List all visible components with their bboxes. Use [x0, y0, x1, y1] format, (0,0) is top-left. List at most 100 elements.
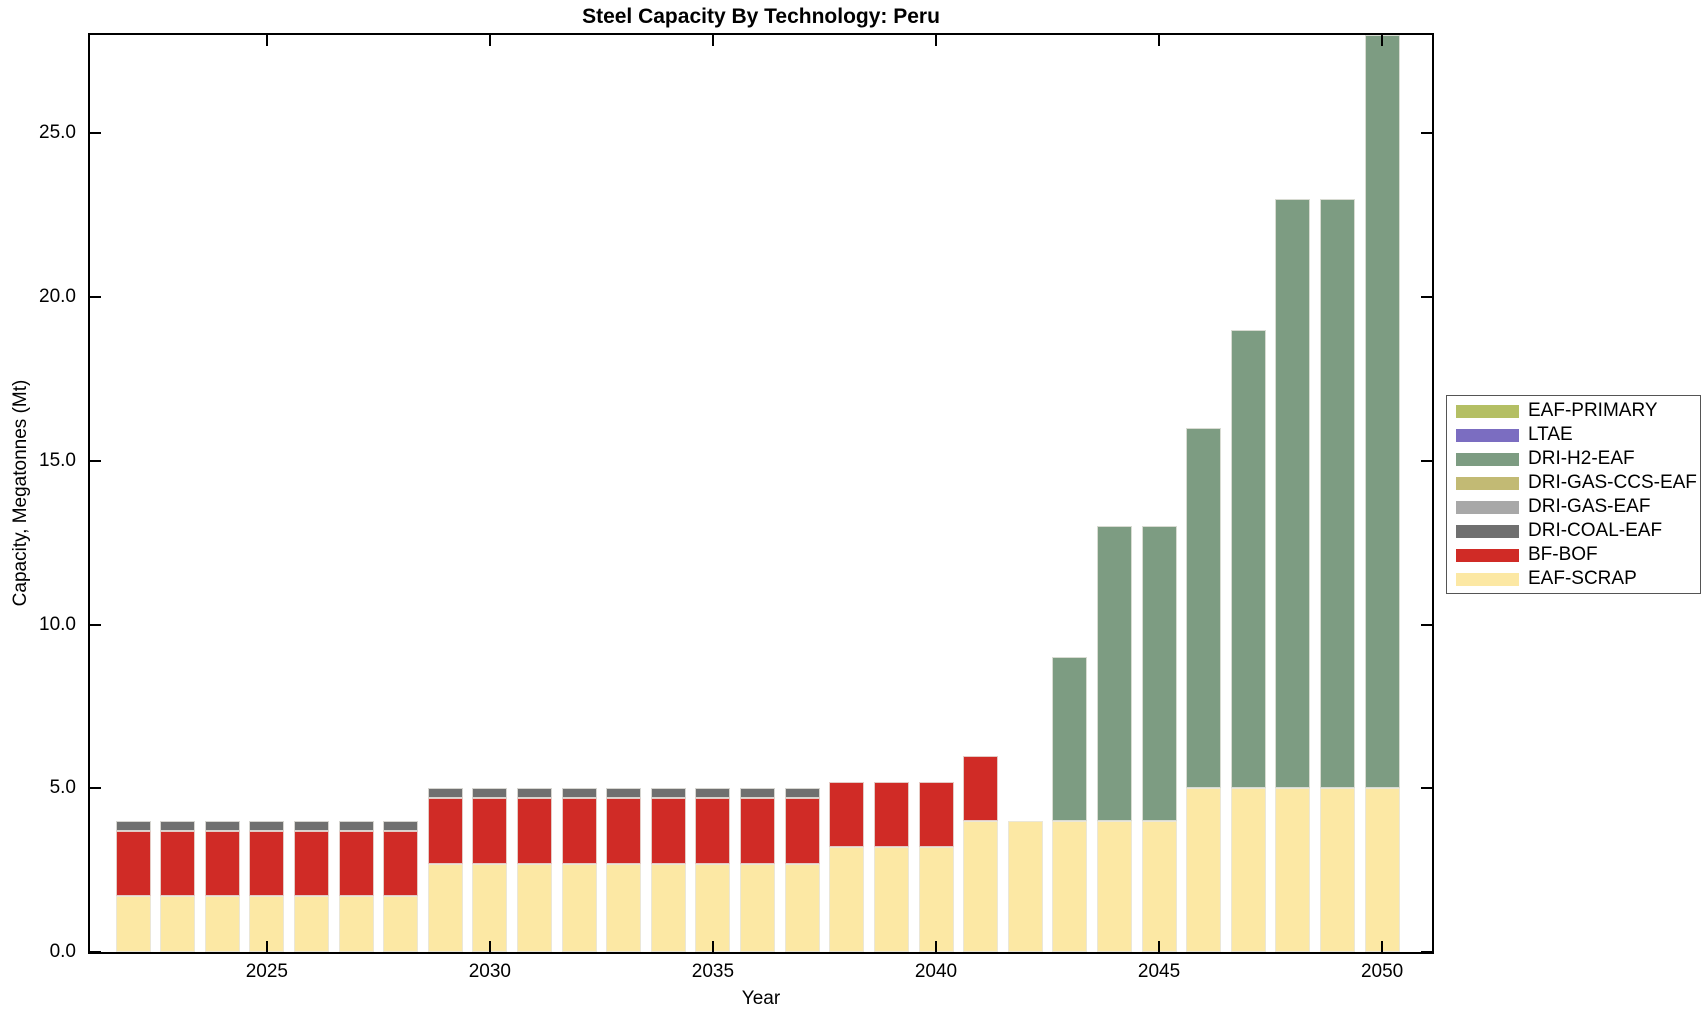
- bar-segment-dri-h2-eaf-2043: [1052, 657, 1088, 821]
- legend-row-bf-bof: BF-BOF: [1456, 543, 1700, 567]
- legend-row-eaf-primary: EAF-PRIMARY: [1456, 399, 1700, 423]
- legend-label: BF-BOF: [1528, 544, 1598, 565]
- y-tick: [90, 132, 101, 135]
- y-tick-label: 20.0: [39, 286, 76, 307]
- y-tick-right: [1421, 623, 1432, 626]
- bar-segment-bf-bof-2028: [383, 830, 419, 897]
- bar-segment-eaf-scrap-2041: [963, 821, 999, 952]
- legend-swatch-bf-bof: [1456, 548, 1519, 562]
- legend-label: DRI-H2-EAF: [1528, 448, 1635, 469]
- legend-swatch-dri-gas-ccs-eaf: [1456, 476, 1519, 490]
- bar-segment-eaf-scrap-2047: [1230, 788, 1266, 952]
- bar-segment-eaf-scrap-2038: [829, 847, 865, 952]
- bar-segment-eaf-scrap-2032: [561, 863, 597, 952]
- legend-swatch-dri-gas-eaf: [1456, 500, 1519, 514]
- bar-segment-eaf-scrap-2022: [115, 896, 151, 952]
- bar-segment-dri-h2-eaf-2046: [1186, 427, 1222, 789]
- bar-segment-dri-coal-eaf-2028: [383, 821, 419, 831]
- y-tick-right: [1421, 787, 1432, 790]
- x-tick: [934, 941, 937, 952]
- bar-segment-bf-bof-2024: [204, 830, 240, 897]
- bar-segment-eaf-scrap-2044: [1096, 821, 1132, 952]
- legend-swatch-eaf-primary: [1456, 404, 1519, 418]
- chart-title: Steel Capacity By Technology: Peru: [582, 5, 940, 28]
- x-tick-label: 2025: [245, 961, 288, 982]
- legend-label: DRI-GAS-CCS-EAF: [1528, 472, 1697, 493]
- bar-segment-eaf-scrap-2037: [784, 863, 820, 952]
- y-tick: [90, 951, 101, 953]
- x-tick-label: 2035: [691, 961, 735, 982]
- bar-segment-dri-h2-eaf-2048: [1275, 198, 1311, 789]
- y-tick-right: [1421, 951, 1432, 953]
- bar-segment-dri-coal-eaf-2025: [249, 821, 285, 831]
- bar-segment-eaf-scrap-2027: [338, 896, 374, 952]
- bar-segment-dri-h2-eaf-2049: [1320, 198, 1355, 789]
- bar-segment-eaf-scrap-2026: [293, 896, 329, 952]
- y-tick: [90, 459, 101, 462]
- bar-segment-bf-bof-2026: [293, 830, 329, 897]
- bar-segment-eaf-scrap-2050: [1364, 788, 1400, 952]
- x-tick: [1381, 941, 1384, 952]
- bar-segment-eaf-scrap-2035: [695, 863, 731, 952]
- legend-row-ltae: LTAE: [1456, 423, 1700, 447]
- legend-row-dri-h2-eaf: DRI-H2-EAF: [1456, 447, 1700, 471]
- x-tick-top: [1381, 35, 1384, 46]
- x-tick: [1158, 941, 1161, 952]
- legend: EAF-PRIMARY LTAE DRI-H2-EAF DRI-GAS-CCS-EAF…: [1446, 395, 1701, 594]
- bar-segment-bf-bof-2033: [606, 798, 642, 864]
- bar-segment-bf-bof-2041: [963, 755, 999, 821]
- legend-swatch-eaf-scrap: [1456, 572, 1519, 586]
- bar-segment-dri-coal-eaf-2029: [427, 788, 463, 799]
- bar-segment-eaf-scrap-2043: [1052, 821, 1088, 952]
- legend-row-dri-gas-eaf: DRI-GAS-EAF: [1456, 495, 1700, 519]
- bar-segment-dri-coal-eaf-2023: [160, 821, 196, 831]
- bar-segment-bf-bof-2036: [740, 798, 775, 864]
- x-tick-top: [1158, 35, 1161, 46]
- bar-segment-eaf-scrap-2042: [1007, 821, 1043, 952]
- bar-segment-dri-coal-eaf-2022: [115, 821, 151, 831]
- bar-segment-eaf-scrap-2033: [606, 863, 642, 952]
- bar-segment-eaf-scrap-2034: [650, 863, 686, 952]
- bar-segment-bf-bof-2029: [427, 798, 463, 864]
- bar-segment-bf-bof-2025: [249, 830, 285, 897]
- y-tick-label: 15.0: [39, 449, 76, 471]
- x-tick-top: [265, 35, 268, 46]
- bar-segment-eaf-scrap-2028: [383, 896, 419, 952]
- legend-swatch-ltae: [1456, 428, 1519, 442]
- bar-segment-dri-coal-eaf-2030: [472, 788, 508, 799]
- x-tick-label: 2030: [468, 961, 512, 982]
- bar-segment-bf-bof-2027: [338, 830, 374, 897]
- legend-swatch-dri-coal-eaf: [1456, 524, 1519, 538]
- bar-segment-eaf-scrap-2024: [204, 896, 240, 952]
- legend-label: EAF-SCRAP: [1528, 568, 1637, 589]
- legend-label: DRI-GAS-EAF: [1528, 496, 1651, 517]
- bar-segment-dri-coal-eaf-2035: [695, 788, 731, 799]
- y-tick-label: 5.0: [49, 777, 76, 799]
- bar-segment-eaf-scrap-2049: [1320, 788, 1355, 952]
- legend-label: LTAE: [1528, 424, 1573, 445]
- x-tick: [265, 941, 268, 952]
- y-tick: [90, 787, 101, 790]
- x-tick-label: 2045: [1137, 961, 1181, 982]
- legend-swatch-dri-h2-eaf: [1456, 452, 1519, 466]
- y-tick: [90, 296, 101, 298]
- y-tick-right: [1421, 296, 1432, 298]
- x-axis-label: Year: [741, 988, 781, 1009]
- y-tick-label: 25.0: [39, 122, 76, 144]
- y-axis-label: Capacity, Megatonnes (Mt): [10, 379, 31, 607]
- bar-segment-dri-coal-eaf-2024: [204, 821, 240, 831]
- bar-segment-dri-coal-eaf-2027: [338, 821, 374, 831]
- bar-segment-eaf-scrap-2048: [1275, 788, 1311, 952]
- bar-segment-eaf-scrap-2046: [1186, 788, 1222, 952]
- bar-segment-bf-bof-2037: [784, 798, 820, 864]
- bar-segment-bf-bof-2032: [561, 798, 597, 864]
- legend-row-dri-gas-ccs-eaf: DRI-GAS-CCS-EAF: [1456, 471, 1700, 495]
- x-tick: [711, 941, 714, 952]
- bar-segment-bf-bof-2035: [695, 798, 731, 864]
- bar-segment-bf-bof-2040: [918, 781, 954, 848]
- bar-segment-bf-bof-2030: [472, 798, 508, 864]
- y-tick-label: 0.0: [49, 941, 76, 962]
- bar-segment-eaf-scrap-2029: [427, 863, 463, 952]
- bar-segment-dri-coal-eaf-2026: [293, 821, 329, 831]
